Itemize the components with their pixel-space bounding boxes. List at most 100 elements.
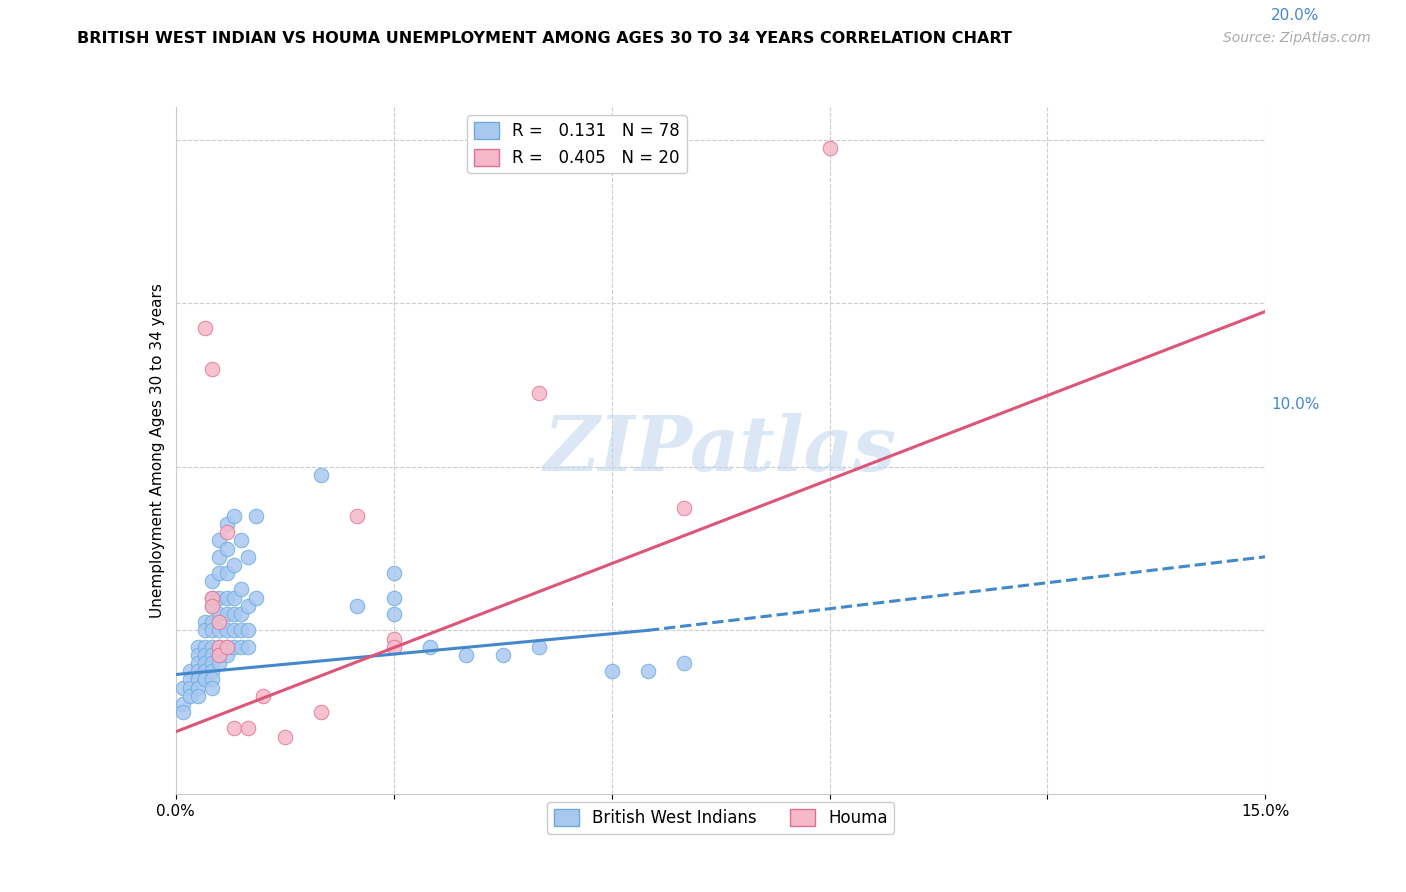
Point — [215, 541, 238, 556]
Point — [231, 640, 253, 654]
Point — [600, 664, 623, 679]
Point — [179, 681, 201, 695]
Point — [194, 321, 217, 335]
Point — [238, 722, 260, 736]
Point — [201, 591, 224, 605]
Text: 20.0%: 20.0% — [1271, 8, 1319, 22]
Point — [637, 664, 659, 679]
Point — [222, 640, 245, 654]
Point — [201, 656, 224, 670]
Point — [215, 648, 238, 662]
Point — [201, 599, 224, 613]
Point — [346, 599, 368, 613]
Point — [201, 361, 224, 376]
Point — [309, 705, 332, 719]
Point — [309, 467, 332, 482]
Text: ZIPatlas: ZIPatlas — [544, 414, 897, 487]
Point — [186, 656, 209, 670]
Point — [527, 386, 550, 401]
Point — [527, 640, 550, 654]
Point — [194, 640, 217, 654]
Point — [201, 599, 224, 613]
Point — [215, 566, 238, 580]
Point — [274, 730, 297, 744]
Point — [215, 640, 238, 654]
Point — [208, 533, 231, 548]
Point — [186, 664, 209, 679]
Point — [208, 648, 231, 662]
Point — [419, 640, 441, 654]
Point — [186, 640, 209, 654]
Point — [238, 640, 260, 654]
Point — [222, 591, 245, 605]
Point — [382, 632, 405, 646]
Point — [215, 624, 238, 638]
Point — [208, 640, 231, 654]
Point — [208, 624, 231, 638]
Point — [201, 615, 224, 630]
Point — [252, 689, 274, 703]
Y-axis label: Unemployment Among Ages 30 to 34 years: Unemployment Among Ages 30 to 34 years — [149, 283, 165, 618]
Point — [238, 599, 260, 613]
Point — [238, 624, 260, 638]
Point — [201, 574, 224, 589]
Point — [208, 640, 231, 654]
Point — [208, 607, 231, 621]
Point — [179, 664, 201, 679]
Point — [231, 607, 253, 621]
Point — [215, 516, 238, 531]
Point — [382, 566, 405, 580]
Point — [222, 624, 245, 638]
Point — [238, 549, 260, 564]
Point — [208, 549, 231, 564]
Point — [492, 648, 515, 662]
Legend: British West Indians, Houma: British West Indians, Houma — [547, 802, 894, 834]
Point — [382, 607, 405, 621]
Point — [194, 656, 217, 670]
Point — [231, 582, 253, 597]
Point — [215, 591, 238, 605]
Point — [222, 558, 245, 572]
Point — [208, 656, 231, 670]
Point — [194, 664, 217, 679]
Text: 10.0%: 10.0% — [1271, 397, 1319, 412]
Text: Source: ZipAtlas.com: Source: ZipAtlas.com — [1223, 31, 1371, 45]
Point — [186, 648, 209, 662]
Point — [208, 648, 231, 662]
Point — [673, 656, 696, 670]
Point — [172, 697, 194, 711]
Point — [179, 673, 201, 687]
Point — [201, 673, 224, 687]
Point — [194, 624, 217, 638]
Point — [172, 681, 194, 695]
Text: BRITISH WEST INDIAN VS HOUMA UNEMPLOYMENT AMONG AGES 30 TO 34 YEARS CORRELATION : BRITISH WEST INDIAN VS HOUMA UNEMPLOYMEN… — [77, 31, 1012, 46]
Point — [215, 525, 238, 540]
Point — [208, 591, 231, 605]
Point — [208, 566, 231, 580]
Point — [201, 648, 224, 662]
Point — [208, 615, 231, 630]
Point — [231, 533, 253, 548]
Point — [201, 591, 224, 605]
Point — [186, 673, 209, 687]
Point — [186, 689, 209, 703]
Point — [818, 141, 841, 155]
Point — [346, 508, 368, 523]
Point — [194, 673, 217, 687]
Point — [245, 508, 267, 523]
Point — [215, 607, 238, 621]
Point — [245, 591, 267, 605]
Point — [194, 615, 217, 630]
Point — [201, 681, 224, 695]
Point — [172, 705, 194, 719]
Point — [215, 640, 238, 654]
Point — [179, 689, 201, 703]
Point — [673, 500, 696, 515]
Point — [231, 624, 253, 638]
Point — [186, 681, 209, 695]
Point — [222, 607, 245, 621]
Point — [382, 591, 405, 605]
Point — [222, 722, 245, 736]
Point — [456, 648, 478, 662]
Point — [194, 648, 217, 662]
